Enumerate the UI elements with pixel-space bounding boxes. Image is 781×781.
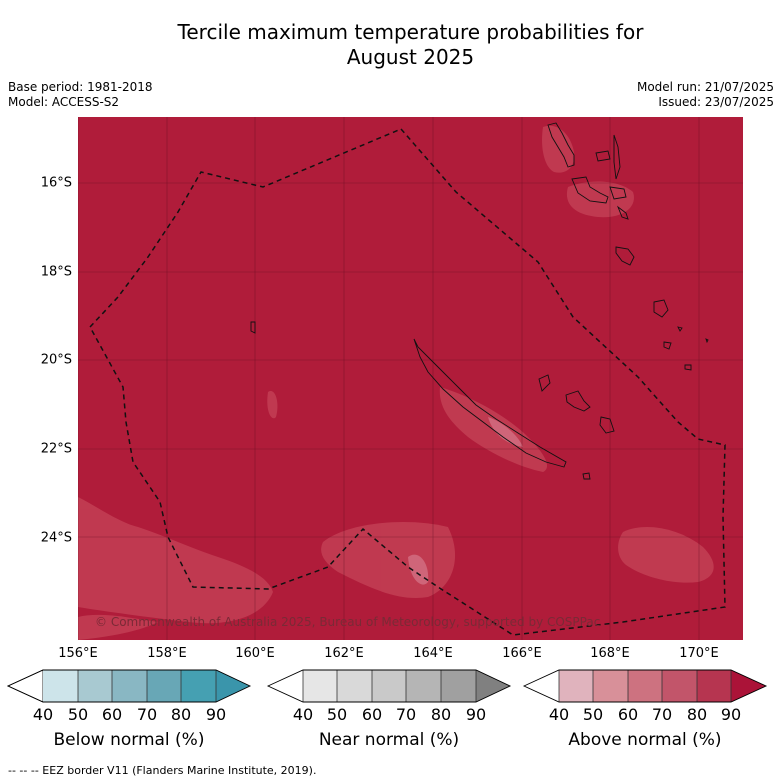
cb-above-tick: 50 [582, 705, 604, 724]
cb-above-tick: 70 [651, 705, 673, 724]
colorbar-below-normal [6, 669, 252, 703]
eez-border [89, 128, 726, 636]
meta-left: Base period: 1981-2018 Model: ACCESS-S2 [8, 80, 153, 110]
cb-below-swatch-0 [7, 669, 44, 703]
cb-below-tick: 70 [136, 705, 158, 724]
cb-near-swatch-4 [406, 670, 441, 702]
model-run: Model run: 21/07/2025 [636, 80, 774, 94]
cb-above-swatch-5 [697, 670, 731, 702]
lon-label-166e: 166°E [502, 646, 542, 661]
cb-above-swatch-0 [524, 670, 559, 702]
map-svg [78, 117, 743, 640]
cb-above-swatch-4 [662, 670, 697, 702]
cb-below-title: Below normal (%) [53, 730, 205, 750]
colorbar-near-normal [266, 669, 512, 703]
cb-above-tick: 80 [686, 705, 708, 724]
cb-above-tick: 60 [617, 705, 639, 724]
cb-near-swatch-0 [268, 670, 303, 702]
cb-below-swatch-5 [181, 670, 216, 702]
cb-above-tick: 90 [720, 705, 742, 724]
cb-near-swatch-1 [303, 670, 337, 702]
cb-near-title: Near normal (%) [318, 730, 460, 750]
cb-near-tick: 40 [292, 705, 314, 724]
lat-label-24s: 24°S [40, 530, 72, 546]
lat-label-22s: 22°S [40, 441, 72, 457]
cb-above-swatch-6 [731, 670, 766, 702]
lon-label-160e: 160°E [235, 646, 275, 661]
colorbars [6, 669, 768, 703]
cb-below-swatch-2 [78, 670, 112, 702]
cb-below-swatch-3 [112, 670, 147, 702]
eez-footnote: -- -- -- EEZ border V11 (Flanders Marine… [8, 764, 317, 777]
title-line-2: August 2025 [346, 45, 475, 69]
cb-near-swatch-2 [337, 670, 372, 702]
lon-label-162e: 162°E [324, 646, 364, 661]
meta-right: Model run: 21/07/2025 Issued: 23/07/2025 [637, 80, 774, 110]
lon-label-170e: 170°E [679, 646, 719, 661]
lat-label-16s: 16°S [40, 175, 72, 191]
model-name: Model: ACCESS-S2 [8, 95, 120, 109]
cb-below-swatch-6 [216, 670, 250, 702]
cb-below-tick: 40 [32, 705, 54, 724]
lon-label-156e: 156°E [58, 646, 98, 661]
cb-above-swatch-2 [593, 670, 628, 702]
cb-above-title: Above normal (%) [568, 730, 722, 750]
issued-date: Issued: 23/07/2025 [658, 95, 774, 109]
cb-near-tick: 90 [465, 705, 487, 724]
cb-near-tick: 70 [395, 705, 417, 724]
cb-below-tick: 50 [67, 705, 89, 724]
cb-below-tick: 90 [205, 705, 227, 724]
cb-below-tick: 80 [170, 705, 192, 724]
cb-below-swatch-4 [147, 670, 181, 702]
cb-near-tick: 60 [361, 705, 383, 724]
lat-label-18s: 18°S [40, 264, 72, 280]
cb-above-swatch-1 [559, 670, 593, 702]
cb-near-tick: 50 [326, 705, 348, 724]
cb-above-swatch-3 [628, 670, 662, 702]
lightest-shading [408, 417, 523, 585]
cb-near-swatch-6 [476, 670, 510, 702]
cb-below-tick: 60 [101, 705, 123, 724]
lon-label-168e: 168°E [590, 646, 630, 661]
cb-near-tick: 80 [430, 705, 452, 724]
cb-near-swatch-3 [372, 670, 406, 702]
graticule [78, 117, 743, 640]
title-line-1: Tercile maximum temperature probabilitie… [177, 20, 644, 44]
chart-title: Tercile maximum temperature probabilitie… [0, 20, 781, 70]
lon-label-158e: 158°E [147, 646, 187, 661]
lighter-shading [78, 125, 714, 640]
cb-above-tick: 40 [548, 705, 570, 724]
lon-label-164e: 164°E [413, 646, 453, 661]
base-period: Base period: 1981-2018 [8, 80, 153, 94]
lat-label-20s: 20°S [40, 352, 72, 368]
map-panel [78, 117, 743, 640]
coastlines [250, 122, 709, 480]
cb-near-swatch-5 [441, 670, 476, 702]
copyright-text: © Commonwealth of Australia 2025, Bureau… [95, 615, 601, 629]
cb-below-swatch-1 [43, 670, 78, 702]
colorbar-above-normal [522, 669, 768, 703]
